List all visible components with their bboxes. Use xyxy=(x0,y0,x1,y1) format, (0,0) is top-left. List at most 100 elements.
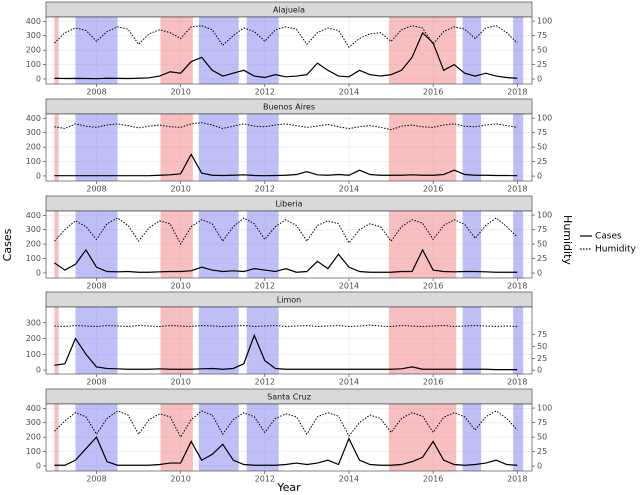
legend-label: Humidity xyxy=(595,245,636,255)
y-tick-label: 300 xyxy=(26,128,41,137)
y2-tick-label: 0 xyxy=(537,462,542,471)
y-tick-label: 400 xyxy=(26,114,41,123)
shaded-region xyxy=(388,17,457,84)
y2-tick-label: 100 xyxy=(537,17,552,26)
y-tick-label: 400 xyxy=(26,404,41,413)
x-tick-label: 2016 xyxy=(423,475,443,484)
y2-tick-label: 50 xyxy=(537,46,547,55)
legend-label: Cases xyxy=(595,232,622,242)
y2-tick-label: 50 xyxy=(537,143,547,152)
series-line xyxy=(54,217,518,246)
y2-tick-label: 75 xyxy=(537,330,547,339)
shaded-region xyxy=(160,114,193,181)
y2-tick-label: 100 xyxy=(537,114,552,123)
y2-tick-label: 100 xyxy=(537,211,552,220)
panel-border xyxy=(45,306,533,375)
x-tick-label: 2018 xyxy=(507,475,527,484)
x-tick-label: 2008 xyxy=(86,378,106,387)
shaded-region xyxy=(462,114,482,181)
shaded-region xyxy=(198,114,239,181)
x-tick-label: 2014 xyxy=(339,378,359,387)
shaded-region xyxy=(513,17,524,84)
series-line xyxy=(54,153,518,177)
x-axis-title: Year xyxy=(276,481,301,494)
y-tick-label: 200 xyxy=(26,433,41,442)
y2-tick-label: 75 xyxy=(537,128,547,137)
y-tick-label: 100 xyxy=(26,254,41,263)
series-line xyxy=(54,324,518,327)
series-line xyxy=(54,248,518,273)
y-tick-label: 0 xyxy=(36,461,41,470)
x-tick-label: 2010 xyxy=(170,378,190,387)
shaded-region xyxy=(54,307,59,374)
shaded-region xyxy=(54,114,59,181)
panel-title: Limon xyxy=(277,296,301,305)
x-tick-label: 2008 xyxy=(86,282,106,291)
y2-tick-label: 0 xyxy=(537,75,542,84)
shaded-region xyxy=(160,404,193,471)
y-tick-label: 200 xyxy=(26,334,41,343)
x-tick-label: 2018 xyxy=(507,88,527,97)
shaded-region xyxy=(246,114,279,181)
y-tick-label: 200 xyxy=(26,240,41,249)
y-tick-label: 0 xyxy=(36,366,41,375)
series-line xyxy=(54,410,518,439)
shaded-region xyxy=(462,211,482,278)
shaded-region xyxy=(198,17,239,84)
x-tick-label: 2008 xyxy=(86,475,106,484)
y-tick-label: 0 xyxy=(36,268,41,277)
x-tick-label: 2012 xyxy=(255,475,275,484)
shaded-region xyxy=(462,307,482,374)
y2-axis-title: Humidity xyxy=(561,215,574,265)
shaded-region xyxy=(246,404,279,471)
x-tick-label: 2008 xyxy=(86,88,106,97)
y2-tick-label: 0 xyxy=(537,269,542,278)
x-tick-label: 2014 xyxy=(339,88,359,97)
y-tick-label: 100 xyxy=(26,447,41,456)
panel-title: Liberia xyxy=(275,200,302,209)
shaded-region xyxy=(462,404,482,471)
shaded-region xyxy=(388,211,457,278)
y-tick-label: 0 xyxy=(36,74,41,83)
x-tick-label: 2012 xyxy=(255,378,275,387)
shaded-region xyxy=(160,307,193,374)
shaded-region xyxy=(513,307,524,374)
series-line xyxy=(54,333,518,371)
shaded-region xyxy=(246,307,279,374)
shaded-region xyxy=(160,211,193,278)
shaded-region xyxy=(246,17,279,84)
shaded-region xyxy=(388,114,457,181)
series-line xyxy=(54,436,518,466)
y2-tick-label: 50 xyxy=(537,342,547,351)
y2-tick-label: 0 xyxy=(537,366,542,375)
y-axis-title: Cases xyxy=(1,228,14,261)
shaded-region xyxy=(198,307,239,374)
x-tick-label: 2010 xyxy=(170,475,190,484)
y-tick-label: 100 xyxy=(26,157,41,166)
y2-tick-label: 25 xyxy=(537,60,547,69)
shaded-region xyxy=(388,404,457,471)
panel-border xyxy=(45,403,533,472)
y2-tick-label: 75 xyxy=(537,31,547,40)
y2-tick-label: 25 xyxy=(537,354,547,363)
x-tick-label: 2014 xyxy=(339,185,359,194)
x-tick-label: 2016 xyxy=(423,282,443,291)
shaded-region xyxy=(513,211,524,278)
shaded-region xyxy=(462,17,482,84)
shaded-region xyxy=(198,211,239,278)
y2-tick-label: 25 xyxy=(537,157,547,166)
shaded-region xyxy=(198,404,239,471)
y2-tick-label: 50 xyxy=(537,240,547,249)
y2-tick-label: 25 xyxy=(537,447,547,456)
series-line xyxy=(54,122,518,131)
panel-border xyxy=(45,113,533,182)
series-line xyxy=(54,31,518,80)
shaded-region xyxy=(388,307,457,374)
shaded-region xyxy=(246,211,279,278)
shaded-region xyxy=(54,404,59,471)
shaded-region xyxy=(75,114,118,181)
y2-tick-label: 75 xyxy=(537,418,547,427)
y-tick-label: 300 xyxy=(26,31,41,40)
x-tick-label: 2016 xyxy=(423,185,443,194)
